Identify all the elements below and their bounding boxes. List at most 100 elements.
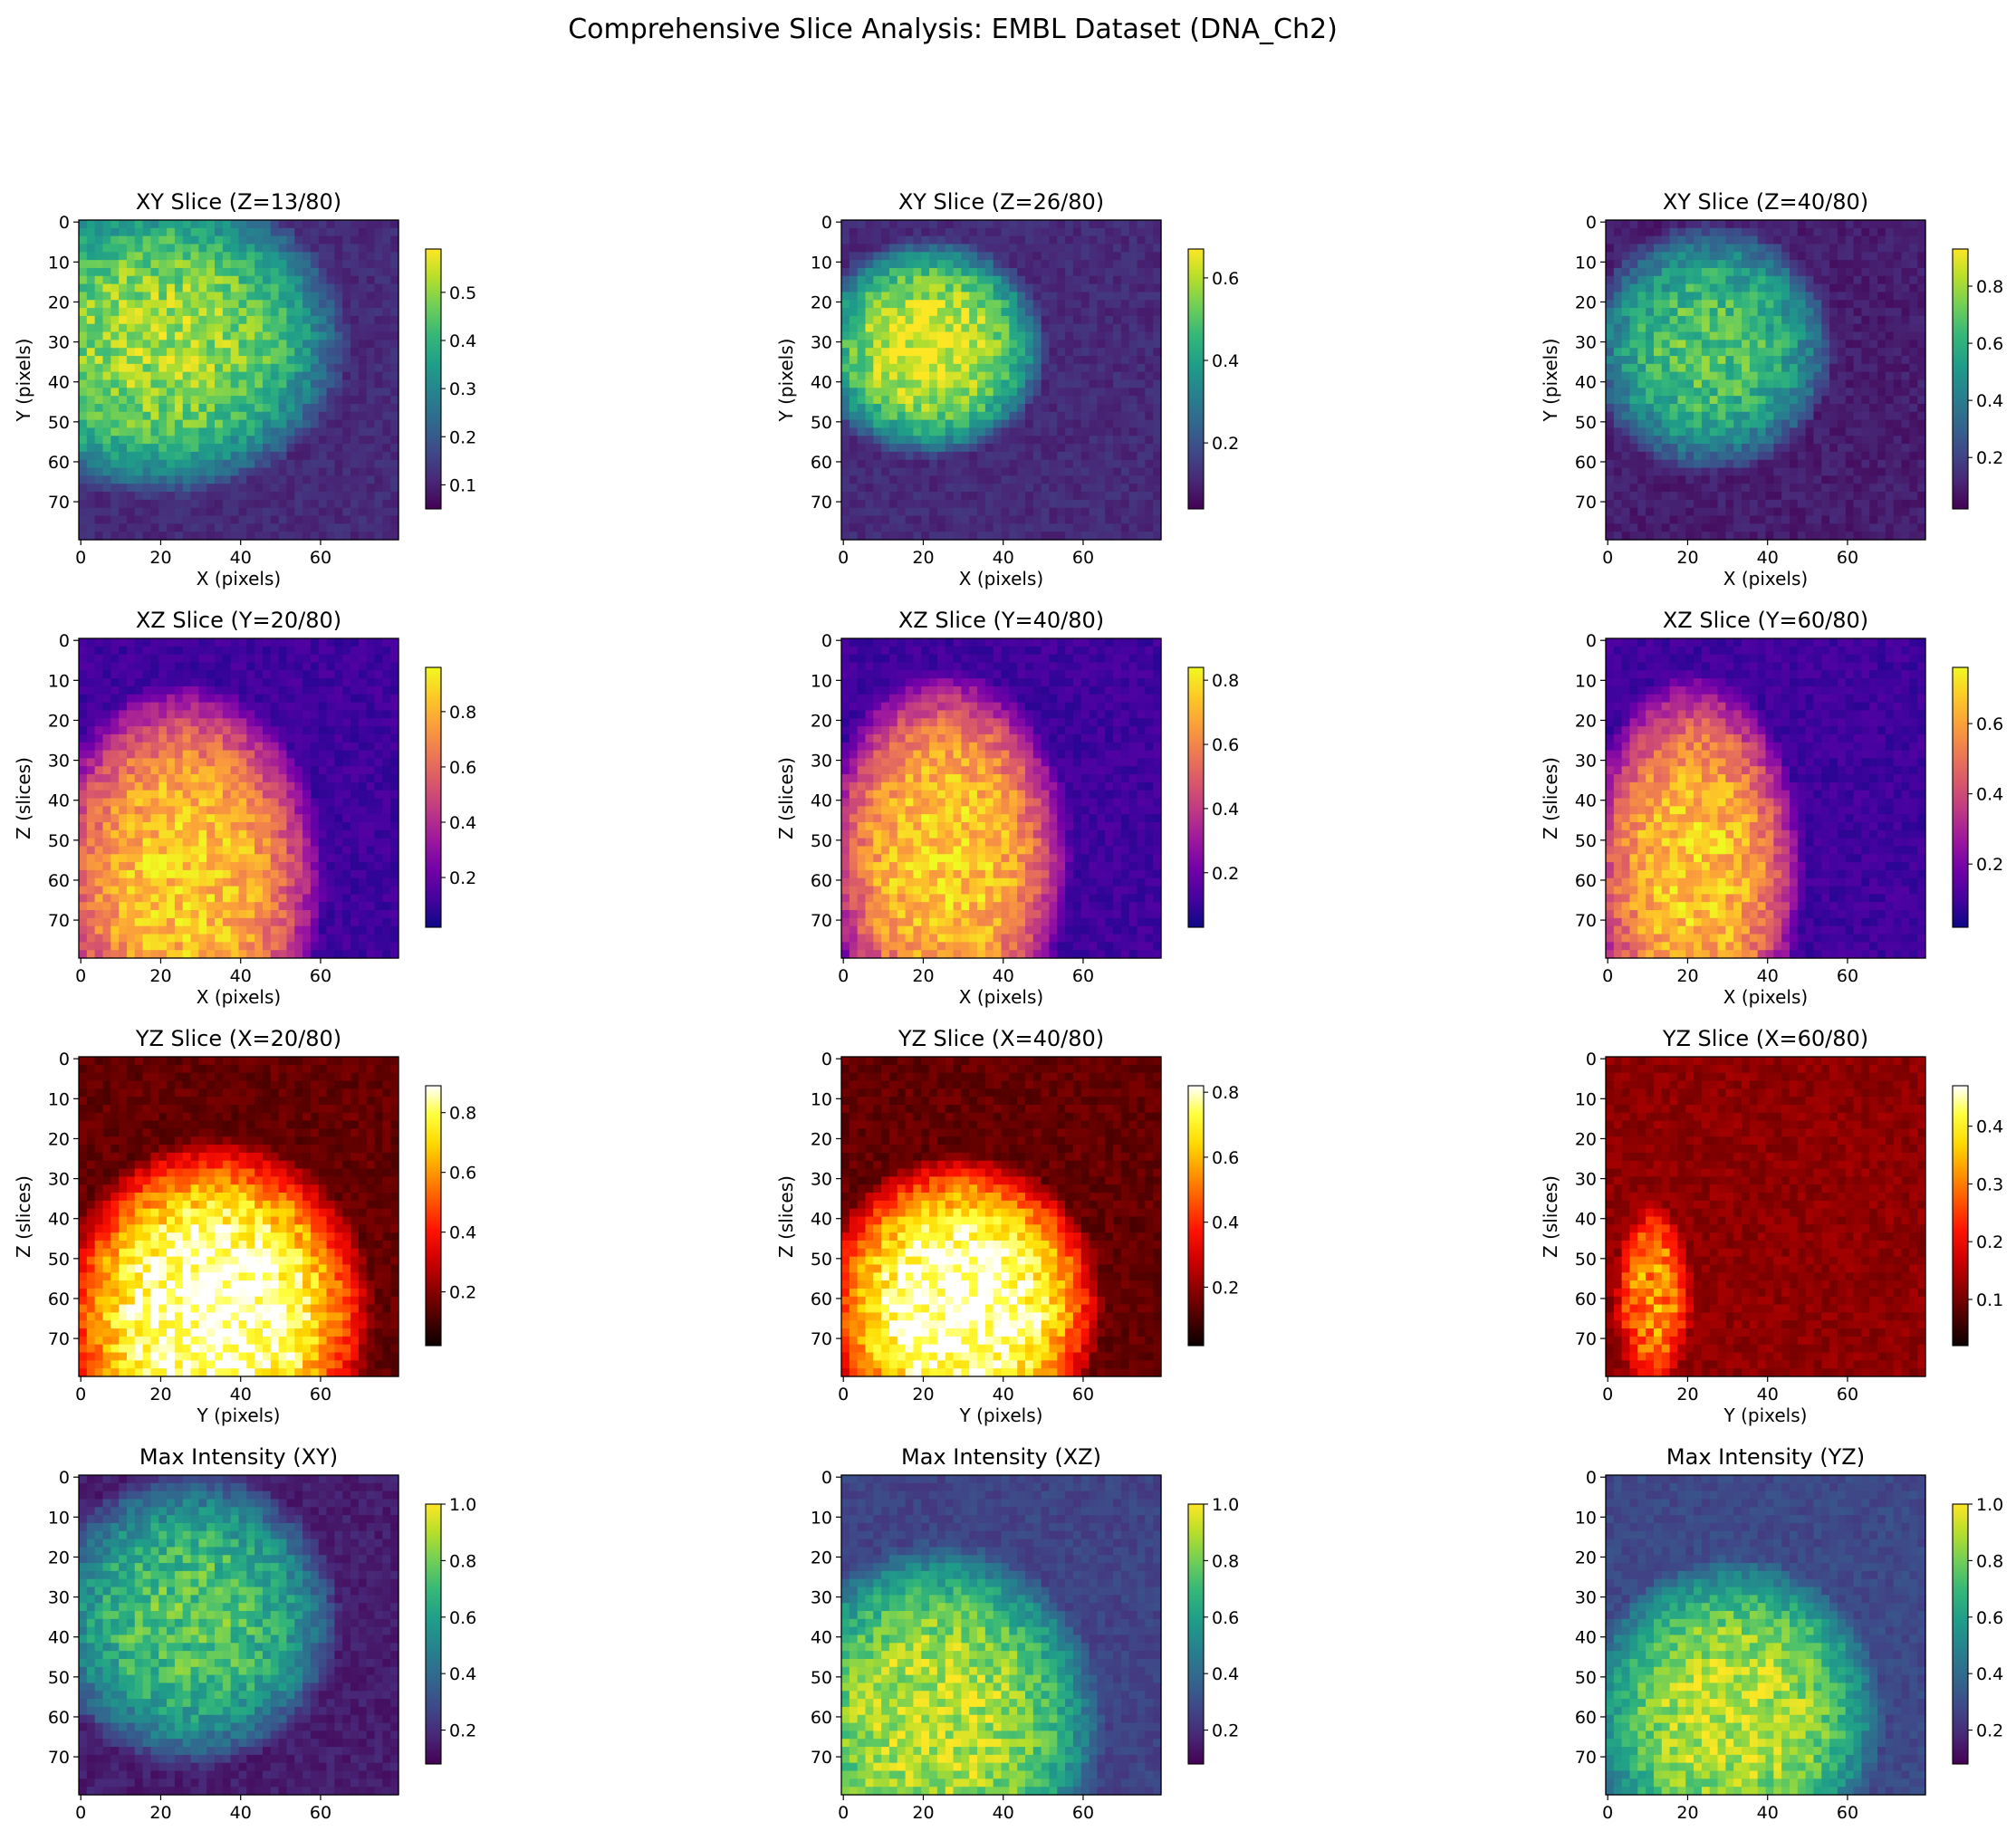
heatmap-cell [1917,348,1926,357]
heatmap-cell [374,371,383,381]
heatmap-cell [342,220,351,229]
heatmap-cell [142,427,152,436]
heatmap-cell [1137,292,1146,301]
heatmap-cell [1821,507,1830,517]
heatmap-cell [318,638,328,647]
heatmap-cell [1805,275,1815,285]
heatmap-cell [382,459,391,469]
heatmap-cell [1901,459,1910,469]
heatmap-cell [984,499,994,509]
heatmap-cell [1694,235,1703,245]
heatmap-cell [167,396,176,405]
heatmap-cell [1669,244,1679,253]
heatmap-cell [119,331,128,340]
heatmap-cell [1120,220,1130,229]
heatmap-cell [94,532,104,541]
heatmap-cell [1805,523,1815,532]
heatmap-cell [1041,411,1051,421]
heatmap-cell [382,340,391,349]
heatmap-cell [936,467,946,476]
heatmap-cell [1885,340,1895,349]
heatmap-cell [1701,275,1711,285]
heatmap-cell [1893,260,1903,269]
heatmap-cell [1845,283,1855,293]
heatmap-cell [1909,427,1918,436]
heatmap-cell [1869,348,1878,357]
heatmap-cell [1113,283,1122,293]
heatmap-cell [1837,484,1847,493]
heatmap-cell [1057,300,1066,309]
heatmap-cell [1089,403,1098,413]
heatmap-cell [110,396,120,405]
heatmap-cell [1813,308,1822,317]
heatmap-cell [158,459,168,469]
heatmap-cell [945,388,955,397]
heatmap-cell [1869,499,1878,509]
heatmap-cell [150,371,159,381]
heatmap-cell [1001,379,1010,388]
heatmap-cell [190,515,199,524]
heatmap-cell [1080,275,1090,285]
heatmap-cell [318,523,328,532]
heatmap-cell [1845,459,1855,469]
heatmap-cell [94,388,104,397]
heatmap-cell [1909,227,1918,237]
heatmap-cell [1057,451,1066,461]
heatmap-cell [945,436,955,445]
heatmap-cell [1829,532,1838,541]
heatmap-cell [1646,267,1655,277]
heatmap-cell [857,292,867,301]
heatmap-cell [174,363,184,373]
heatmap-cell [1637,267,1646,277]
heatmap-cell [888,444,898,453]
heatmap-cell [1885,308,1895,317]
heatmap-cell [1725,244,1734,253]
heatmap-cell [1145,396,1154,405]
heatmap-cell [334,532,343,541]
heatmap-cell [215,300,224,309]
heatmap-cell [865,267,874,277]
heatmap-cell [1829,340,1838,349]
heatmap-cell [94,363,104,373]
heatmap-cell [1742,396,1751,405]
heatmap-cell [79,356,88,365]
heatmap-cell [390,427,399,436]
heatmap-cell [1661,220,1671,229]
y-tick-label: 10 [811,253,832,273]
heatmap-cell [1901,436,1910,445]
heatmap-cell [1757,340,1767,349]
heatmap-cell [1837,340,1847,349]
heatmap-cell [167,283,176,293]
heatmap-cell [993,403,1003,413]
heatmap-cell [984,388,994,397]
heatmap-cell [1137,467,1146,476]
heatmap-cell [1885,283,1895,293]
heatmap-cell [1757,300,1767,309]
heatmap-cell [79,283,88,293]
heatmap-cell [1032,444,1042,453]
heatmap-cell [262,220,272,229]
heatmap-cell [79,379,88,388]
heatmap-cell [1097,275,1106,285]
heatmap-cell [1128,419,1138,429]
heatmap-cell [270,515,280,524]
heatmap-cell [374,220,383,229]
heatmap-cell [1742,523,1751,532]
heatmap-cell [278,638,288,647]
heatmap-cell [1677,315,1686,325]
heatmap-cell [1145,340,1154,349]
heatmap-cell [286,340,295,349]
heatmap-cell [1646,388,1655,397]
heatmap-cell [246,523,255,532]
heatmap-cell [913,275,922,285]
heatmap-cell [1677,356,1686,365]
heatmap-cell [1105,379,1114,388]
heatmap-cell [1725,451,1734,461]
heatmap-cell [119,379,128,388]
heatmap-cell [1725,484,1734,493]
heatmap-cell [1813,220,1822,229]
heatmap-cell [1829,499,1838,509]
heatmap-cell [302,220,312,229]
heatmap-cell [1677,492,1686,501]
heatmap-cell [1845,484,1855,493]
